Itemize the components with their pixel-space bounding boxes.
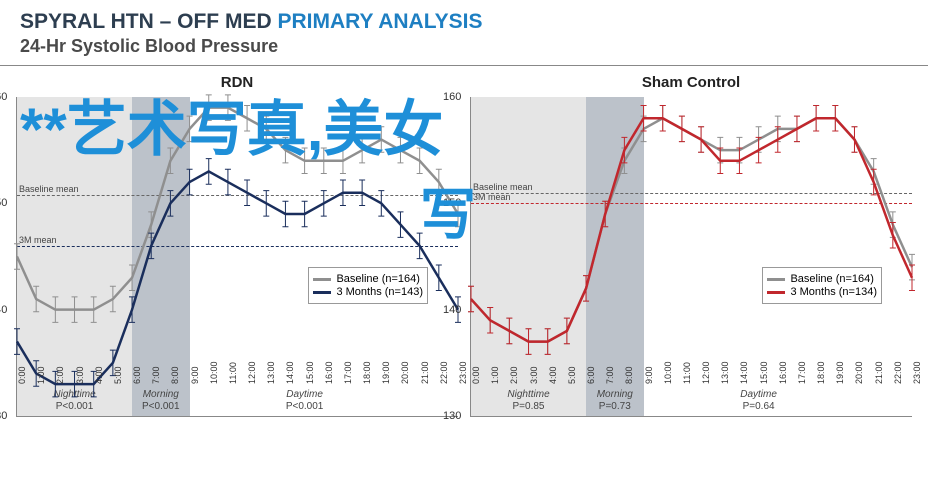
x-tick: 4:00 — [94, 366, 104, 384]
x-tick: 20:00 — [400, 361, 410, 384]
x-tick: 7:00 — [605, 366, 615, 384]
x-tick: 16:00 — [324, 361, 334, 384]
x-tick: 1:00 — [490, 366, 500, 384]
x-tick: 17:00 — [797, 361, 807, 384]
legend-label: 3 Months (n=143) — [336, 286, 423, 298]
legend-label: 3 Months (n=134) — [790, 286, 877, 298]
chart-title-rdn: RDN — [16, 74, 458, 91]
y-tick: 160 — [443, 91, 461, 103]
x-tick: 21:00 — [874, 361, 884, 384]
legend-item: Baseline (n=164) — [313, 273, 423, 285]
x-tick: 12:00 — [701, 361, 711, 384]
x-tick: 13:00 — [266, 361, 276, 384]
legend-label: Baseline (n=164) — [790, 273, 873, 285]
x-tick: 21:00 — [420, 361, 430, 384]
title-blue: PRIMARY ANALYSIS — [277, 10, 482, 33]
x-tick: 2:00 — [509, 366, 519, 384]
legend: Baseline (n=164)3 Months (n=143) — [308, 267, 428, 304]
x-tick: 7:00 — [151, 366, 161, 384]
x-tick: 0:00 — [17, 366, 27, 384]
legend-swatch — [313, 278, 331, 281]
x-tick: 12:00 — [247, 361, 257, 384]
legend-item: 3 Months (n=143) — [313, 286, 423, 298]
x-tick: 17:00 — [343, 361, 353, 384]
charts-row: RDN Systolic Blood Pressure (mmHg) 13014… — [0, 66, 928, 417]
x-tick: 18:00 — [816, 361, 826, 384]
x-tick: 3:00 — [75, 366, 85, 384]
y-tick: 160 — [0, 91, 7, 103]
legend-swatch — [767, 278, 785, 281]
x-tick: 22:00 — [893, 361, 903, 384]
y-tick: 130 — [443, 410, 461, 422]
x-tick: 10:00 — [209, 361, 219, 384]
x-tick: 15:00 — [759, 361, 769, 384]
x-tick: 19:00 — [381, 361, 391, 384]
x-ticks: 0:001:002:003:004:005:006:007:008:009:00… — [471, 372, 912, 422]
x-tick: 14:00 — [739, 361, 749, 384]
x-tick: 13:00 — [720, 361, 730, 384]
y-tick: 130 — [0, 410, 7, 422]
slide-title: SPYRAL HTN – OFF MED PRIMARY ANALYSIS — [20, 10, 908, 34]
legend-label: Baseline (n=164) — [336, 273, 419, 285]
x-tick: 9:00 — [190, 366, 200, 384]
x-tick: 23:00 — [912, 361, 922, 384]
legend-swatch — [767, 291, 785, 294]
x-tick: 5:00 — [113, 366, 123, 384]
y-tick: 140 — [443, 304, 461, 316]
chart-title-sham: Sham Control — [470, 74, 912, 91]
title-dark: SPYRAL HTN – OFF MED — [20, 10, 277, 33]
plot-rdn: Systolic Blood Pressure (mmHg) 130140150… — [16, 97, 458, 417]
x-tick: 11:00 — [228, 362, 238, 384]
x-tick: 15:00 — [305, 361, 315, 384]
legend-item: Baseline (n=164) — [767, 273, 877, 285]
x-tick: 11:00 — [682, 362, 692, 384]
x-tick: 8:00 — [170, 366, 180, 384]
x-tick: 20:00 — [854, 361, 864, 384]
x-tick: 2:00 — [55, 366, 65, 384]
x-tick: 8:00 — [624, 366, 634, 384]
slide-header: SPYRAL HTN – OFF MED PRIMARY ANALYSIS 24… — [0, 0, 928, 66]
x-tick: 1:00 — [36, 366, 46, 384]
legend-item: 3 Months (n=134) — [767, 286, 877, 298]
chart-rdn: RDN Systolic Blood Pressure (mmHg) 13014… — [16, 74, 458, 417]
x-tick: 5:00 — [567, 366, 577, 384]
y-tick: 150 — [0, 197, 7, 209]
x-tick: 23:00 — [458, 361, 468, 384]
x-tick: 16:00 — [778, 361, 788, 384]
x-ticks: 0:001:002:003:004:005:006:007:008:009:00… — [17, 372, 458, 422]
y-tick: 150 — [443, 197, 461, 209]
x-tick: 19:00 — [835, 361, 845, 384]
x-tick: 0:00 — [471, 366, 481, 384]
plot-sham: 130140150160NighttimeP=0.85MorningP=0.73… — [470, 97, 912, 417]
x-tick: 10:00 — [663, 361, 673, 384]
y-tick: 140 — [0, 304, 7, 316]
x-tick: 22:00 — [439, 361, 449, 384]
legend-swatch — [313, 291, 331, 294]
x-tick: 18:00 — [362, 361, 372, 384]
x-tick: 6:00 — [586, 366, 596, 384]
chart-sham: Sham Control 130140150160NighttimeP=0.85… — [470, 74, 912, 417]
x-tick: 3:00 — [529, 366, 539, 384]
x-tick: 14:00 — [285, 361, 295, 384]
slide-subtitle: 24-Hr Systolic Blood Pressure — [20, 36, 908, 57]
x-tick: 4:00 — [548, 366, 558, 384]
legend: Baseline (n=164)3 Months (n=134) — [762, 267, 882, 304]
x-tick: 6:00 — [132, 366, 142, 384]
x-tick: 9:00 — [644, 366, 654, 384]
